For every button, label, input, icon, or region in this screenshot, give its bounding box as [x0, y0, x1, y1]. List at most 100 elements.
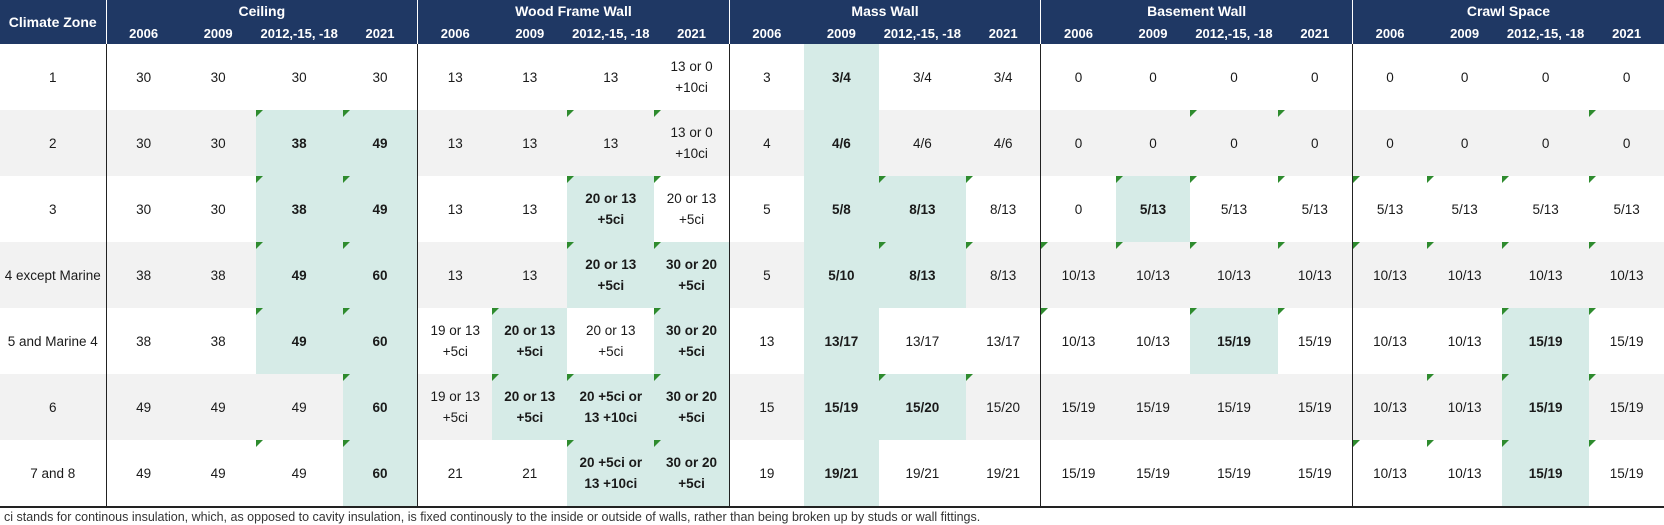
value-line: 38 — [136, 267, 152, 283]
value-line: 4/6 — [993, 135, 1013, 151]
value-cell: 8/13 — [966, 176, 1041, 242]
value-cell: 49 — [255, 440, 343, 508]
table-row: 3 30 30 38 49 13 13 20 or 13 +5ci 20 or 13 +5ci 5 5/… — [0, 176, 1664, 242]
value-cell: 5/10 — [803, 242, 879, 308]
value-line: 10/13 — [1136, 333, 1170, 349]
value-line: 19/21 — [905, 465, 940, 481]
value-line: 20 or 13 — [586, 323, 636, 338]
comment-marker-icon — [966, 374, 973, 381]
value-cell: 21 — [417, 440, 493, 508]
climate-zone-cell: 2 — [0, 110, 106, 176]
value-cell: 0 — [1190, 110, 1278, 176]
value-cell: 20 or 13 +5ci — [567, 242, 655, 308]
value-cell: 13 — [417, 44, 493, 110]
comment-marker-icon — [1589, 176, 1597, 183]
value-cell: 0 — [1589, 110, 1664, 176]
value-cell: 0 — [1277, 110, 1353, 176]
value-line: 38 — [291, 201, 307, 217]
value-line: +5ci — [678, 476, 705, 491]
value-cell: 38 — [105, 242, 181, 308]
value-line: 49 — [210, 465, 226, 481]
value-cell: 13 or 0 +10ci — [654, 44, 729, 110]
year-header-row: 2006 2009 2012,-15, -18 2021 2006 2009 2012,-1… — [0, 22, 1664, 44]
value-cell: 13 — [567, 110, 655, 176]
value-line: 30 or 20 — [666, 455, 718, 470]
value-cell: 10/13 — [1427, 374, 1502, 440]
value-line: +5ci — [678, 278, 705, 293]
year-header: 2009 — [492, 22, 568, 44]
value-line: +5ci — [678, 344, 705, 359]
value-line: 20 +5ci or — [579, 455, 643, 470]
climate-zone-cell: 1 — [48, 69, 57, 85]
comment-marker-icon — [1501, 374, 1509, 381]
value-cell: 13 — [417, 176, 493, 242]
comment-marker-icon — [966, 242, 973, 249]
footnote-divider — [0, 507, 1664, 508]
comment-marker-icon — [1501, 176, 1509, 183]
comment-marker-icon — [1427, 374, 1435, 381]
comment-marker-icon — [255, 308, 263, 315]
comment-marker-icon — [1190, 110, 1198, 117]
value-line: 49 — [372, 201, 388, 217]
value-line: 19/21 — [986, 465, 1021, 481]
value-cell: 38 — [255, 176, 343, 242]
value-cell: 15/19 — [1115, 374, 1191, 440]
value-cell: 49 — [255, 374, 343, 440]
value-cell: 49 — [180, 374, 256, 440]
value-line: 10/13 — [1447, 267, 1482, 283]
value-line: 4 — [763, 135, 771, 151]
comment-marker-icon — [255, 110, 263, 117]
value-cell: 13 — [492, 110, 568, 176]
comment-marker-icon — [1277, 110, 1285, 117]
value-line: 10/13 — [1061, 333, 1096, 349]
value-line: 0 — [1460, 135, 1469, 151]
group-header-basement-wall: Basement Wall — [1040, 0, 1353, 22]
comment-marker-icon — [1589, 308, 1597, 315]
value-line: 49 — [291, 465, 307, 481]
value-line: +5ci — [442, 410, 468, 425]
comment-marker-icon — [1352, 176, 1360, 183]
value-cell: 21 — [492, 440, 568, 508]
year-header: 2012,-15, -18 — [1501, 22, 1590, 44]
comment-marker-icon — [492, 308, 500, 315]
value-line: +5ci — [678, 212, 705, 227]
value-line: 10/13 — [1373, 333, 1407, 349]
value-cell: 15/19 — [1190, 308, 1278, 374]
value-line: 30 — [210, 135, 226, 151]
comment-marker-icon — [1190, 308, 1198, 315]
value-cell: 3/4 — [803, 44, 879, 110]
value-line: 13 — [522, 267, 538, 283]
year-header: 2021 — [1277, 22, 1353, 44]
value-line: 15/19 — [824, 399, 859, 415]
value-cell: 38 — [180, 242, 256, 308]
group-header-mass-wall: Mass Wall — [728, 0, 1041, 22]
comment-marker-icon — [654, 242, 662, 249]
comment-marker-icon — [255, 176, 263, 183]
value-cell: 13/17 — [879, 308, 966, 374]
value-cell: 10/13 — [1351, 440, 1428, 508]
value-line: 38 — [291, 135, 307, 151]
value-cell: 10/13 — [1351, 242, 1428, 308]
value-cell: 5/13 — [1115, 176, 1191, 242]
value-line: 21 — [447, 465, 463, 481]
value-line: 5/13 — [1301, 201, 1328, 217]
value-cell: 10/13 — [1040, 308, 1116, 374]
value-cell: 10/13 — [1427, 242, 1502, 308]
value-cell: 20 +5ci or 13 +10ci — [567, 440, 655, 508]
value-cell: 3/4 — [879, 44, 966, 110]
value-line: 60 — [372, 333, 388, 349]
value-cell: 10/13 — [1116, 308, 1191, 374]
comment-marker-icon — [342, 374, 350, 381]
value-cell: 49 — [105, 440, 181, 508]
value-cell: 4/6 — [966, 110, 1041, 176]
value-cell: 13/17 — [803, 308, 879, 374]
value-line: 0 — [1622, 135, 1631, 151]
comment-marker-icon — [654, 308, 662, 315]
value-cell: 0 — [1351, 110, 1428, 176]
value-cell: 60 — [342, 440, 418, 508]
value-cell: 30 — [105, 176, 181, 242]
value-line: 30 — [136, 69, 152, 85]
value-cell: 20 or 13 +5ci — [567, 308, 654, 374]
value-line: 15/19 — [1061, 399, 1096, 415]
value-line: +5ci — [597, 278, 625, 293]
